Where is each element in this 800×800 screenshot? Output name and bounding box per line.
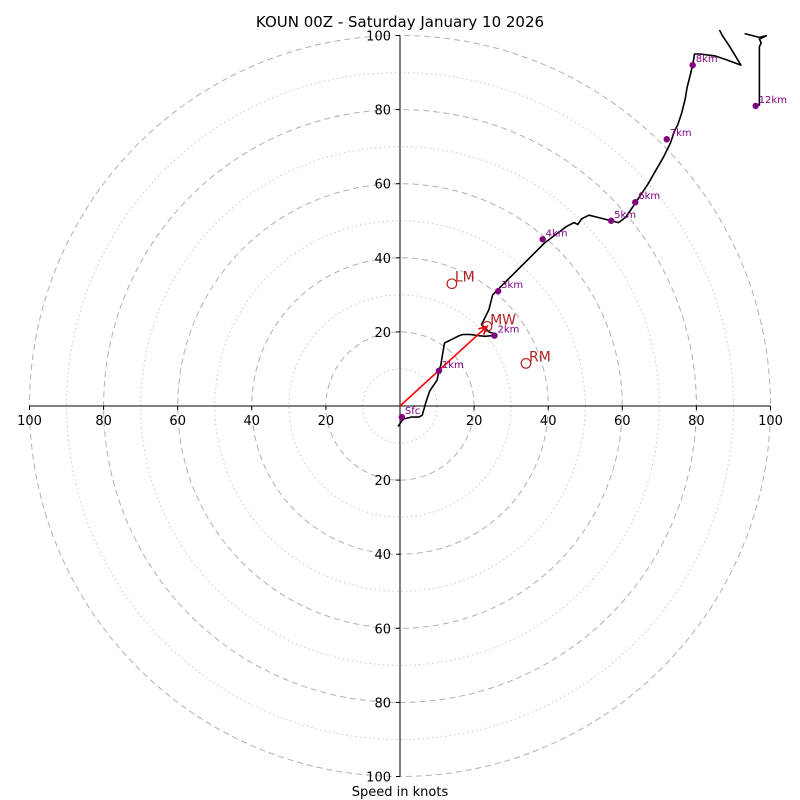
height-marker-label: 3km <box>501 280 523 291</box>
x-tick-label: 20 <box>318 414 335 429</box>
x-tick-label: 80 <box>688 414 705 429</box>
y-tick-label: 20 <box>374 326 391 341</box>
height-marker-label: 12km <box>759 95 787 106</box>
mean-wind-arrow-group <box>399 325 489 407</box>
y-tick-label: 40 <box>374 548 391 563</box>
x-tick-label: 40 <box>244 414 261 429</box>
x-tick-label: 60 <box>614 414 631 429</box>
x-ticks: 100 80 60 40 20 20 40 60 80 100 <box>17 406 783 429</box>
x-tick-label: 60 <box>169 414 186 429</box>
y-tick-label: 20 <box>374 474 391 489</box>
height-marker <box>435 367 443 375</box>
x-tick-label: 20 <box>466 414 483 429</box>
y-ticks: 100 80 60 40 20 20 40 60 80 100 <box>366 30 400 786</box>
height-marker <box>689 61 696 69</box>
storm-motion-label: RM <box>529 349 551 365</box>
height-marker-label: 1km <box>442 360 464 371</box>
height-marker-label: 2km <box>497 325 519 336</box>
mean-wind-arrow <box>399 325 488 407</box>
storm-motion-label: LM <box>455 270 475 286</box>
height-marker-label: 8km <box>696 54 718 65</box>
height-marker <box>663 136 670 143</box>
height-marker <box>494 287 502 295</box>
height-marker-label: 5km <box>614 210 636 221</box>
x-tick-label: 40 <box>540 414 557 429</box>
height-marker <box>491 332 498 339</box>
height-marker <box>539 236 546 243</box>
hodograph-trace-upper-right <box>758 34 768 106</box>
height-marker <box>752 102 759 110</box>
hodograph-trace-upper <box>744 32 767 39</box>
x-tick-label: 80 <box>95 414 112 429</box>
y-tick-label: 80 <box>374 104 391 119</box>
y-tick-label: 60 <box>374 622 391 637</box>
hodograph-trace <box>397 30 742 427</box>
storm-motions: LM MW RM <box>446 270 551 369</box>
height-marker-label: 6km <box>638 191 660 202</box>
height-marker-label: 7km <box>670 128 692 139</box>
storm-motion-marker <box>446 278 458 290</box>
storm-motion-marker <box>520 357 532 369</box>
height-marker <box>607 217 615 224</box>
height-marker-label: Sfc <box>405 406 420 417</box>
y-tick-label: 80 <box>374 696 391 711</box>
mean-wind-arrow-head <box>478 325 489 335</box>
y-tick-label: 40 <box>374 252 391 267</box>
x-tick-label: 100 <box>758 414 783 429</box>
chart-title: KOUN 00Z - Saturday January 10 2026 <box>256 13 544 31</box>
height-marker <box>398 413 406 421</box>
x-tick-label: 100 <box>17 414 42 429</box>
height-marker-label: 4km <box>546 228 568 239</box>
y-tick-label: 100 <box>366 771 391 786</box>
y-tick-label: 100 <box>366 30 391 45</box>
storm-motion-label: MW <box>490 312 516 328</box>
x-axis-label: Speed in knots <box>352 785 449 800</box>
storm-motion-marker <box>481 320 493 332</box>
y-tick-label: 60 <box>374 178 391 193</box>
hodograph-traces <box>397 30 768 427</box>
height-marker <box>632 199 639 206</box>
